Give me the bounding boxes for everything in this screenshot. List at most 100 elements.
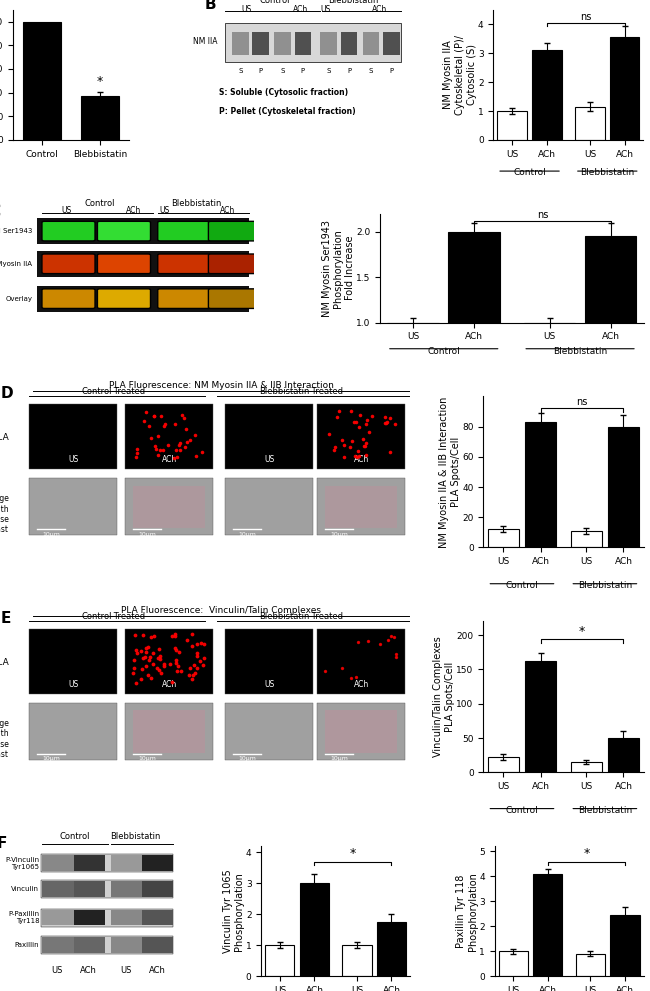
Point [192,636,202,652]
Bar [387,323,439,413]
Text: P: P [259,68,263,74]
Text: NM IIA: NM IIA [193,37,217,46]
Text: Control: Control [259,0,290,5]
Point [324,426,334,442]
Point [345,439,356,455]
Point [364,424,374,440]
Bar [37,285,250,312]
Point [187,671,197,687]
Point [375,636,385,652]
Point [353,634,363,650]
Bar [252,32,269,55]
Text: Control-Treated: Control-Treated [81,612,145,621]
Bar [585,237,636,413]
Point [128,660,138,676]
Bar [488,757,519,772]
Point [185,660,196,676]
Point [359,438,369,454]
Point [131,450,142,466]
Point [146,670,157,686]
Text: Blebbistatin: Blebbistatin [328,0,379,5]
Point [146,629,157,645]
Point [350,448,360,464]
Text: US: US [242,5,252,14]
Point [140,644,151,660]
Point [172,663,182,679]
Point [154,662,164,678]
Bar [125,478,213,535]
Text: US: US [120,966,132,975]
Text: Control: Control [506,806,538,815]
Y-axis label: NM Myosin IIA
Cytoskeletal (P)/
Cytosolic (S): NM Myosin IIA Cytoskeletal (P)/ Cytosoli… [443,35,476,115]
Bar [42,881,73,897]
Bar [29,629,117,694]
Text: Blebbistatin: Blebbistatin [580,168,634,177]
Text: Blebbistatin: Blebbistatin [578,806,632,815]
Point [354,448,364,464]
Bar [111,855,142,871]
Text: *: * [579,625,585,638]
Point [159,656,169,672]
Point [354,419,365,435]
Bar [23,22,61,140]
Bar [225,629,313,694]
Bar [488,529,519,547]
Bar [29,478,117,535]
Point [171,642,181,658]
Bar [81,96,119,140]
Bar [41,854,174,872]
Point [170,640,180,656]
Point [174,644,184,660]
Point [381,415,391,431]
Point [170,627,180,643]
Point [187,637,197,653]
Point [391,646,402,662]
Point [140,404,151,420]
Point [153,427,163,443]
Point [131,642,141,658]
Bar [317,404,406,469]
Text: ns: ns [577,397,588,407]
Bar [320,32,337,55]
Point [187,667,198,683]
Point [192,660,202,676]
Point [143,667,153,683]
Point [360,438,370,454]
Point [144,418,154,434]
Bar [29,703,117,760]
Text: Blebbistatin: Blebbistatin [171,199,222,208]
Point [361,447,371,463]
Bar [448,232,500,413]
Point [155,442,165,458]
Point [174,658,184,674]
Text: *: * [97,75,103,88]
Text: ACh: ACh [149,966,166,975]
Text: ACh: ACh [80,966,97,975]
Bar [525,422,556,547]
Bar [317,478,406,535]
Point [189,665,200,681]
Text: *: * [350,847,356,860]
Bar [111,881,142,897]
Text: ACh: ACh [161,680,177,690]
Text: Merge
With
Phase
Contrast: Merge With Phase Contrast [0,719,9,759]
Text: *: * [583,847,590,860]
Point [182,434,192,450]
Point [132,645,142,661]
Point [333,403,344,419]
Point [179,440,190,456]
Point [148,645,159,661]
Point [330,439,340,455]
Text: P: Pellet (Cytoskeletal fraction): P: Pellet (Cytoskeletal fraction) [219,107,356,116]
FancyBboxPatch shape [98,288,151,308]
Point [185,432,196,448]
Point [148,656,158,672]
Point [160,416,170,432]
Point [362,411,372,427]
Bar [525,661,556,772]
Bar [232,32,248,55]
Point [159,418,169,434]
Bar [29,404,117,469]
Bar [133,486,205,528]
Text: Control: Control [60,832,90,841]
